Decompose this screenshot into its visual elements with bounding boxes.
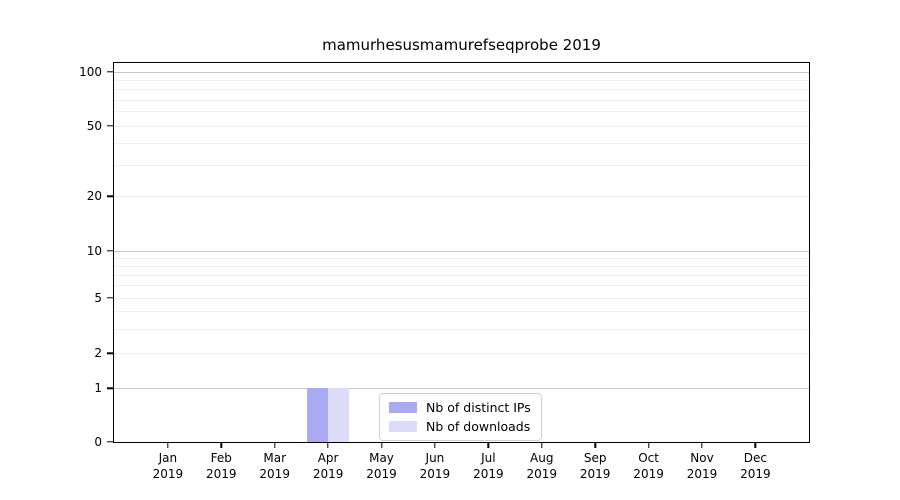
x-tick-label: Jun 2019 — [419, 451, 451, 481]
legend-swatch-distinct-ips — [389, 402, 417, 413]
y-tick-mark — [107, 250, 113, 252]
gridline-minor — [114, 99, 809, 101]
bar-downloads — [328, 388, 350, 442]
y-tick-mark — [107, 296, 113, 299]
y-tick-mark — [107, 195, 113, 198]
x-tick-label: Jul 2019 — [473, 451, 504, 481]
x-tick-mark — [594, 443, 596, 448]
x-tick-label: Dec 2019 — [740, 451, 771, 481]
gridline-major — [114, 388, 809, 390]
x-tick-mark — [327, 443, 329, 448]
gridline-minor — [114, 311, 809, 313]
x-tick-mark — [273, 443, 276, 448]
legend-label-distinct-ips: Nb of distinct IPs — [426, 400, 531, 415]
x-tick-mark — [487, 443, 490, 448]
x-tick-label: Feb 2019 — [205, 451, 237, 481]
x-tick-mark — [754, 443, 757, 448]
x-tick-mark — [167, 443, 169, 448]
x-tick-label: May 2019 — [366, 451, 397, 481]
legend-label-downloads: Nb of downloads — [426, 419, 531, 434]
x-tick-label: Jan 2019 — [152, 451, 184, 481]
y-tick-label: 50 — [86, 118, 102, 133]
y-tick-label: 10 — [86, 243, 102, 258]
y-tick-mark — [107, 441, 113, 443]
gridline-minor — [114, 274, 809, 276]
y-tick-label: 20 — [86, 189, 102, 204]
x-tick-mark — [541, 443, 543, 448]
y-tick-label: 0 — [94, 435, 102, 449]
gridline-minor — [114, 297, 809, 299]
x-tick-label: Sep 2019 — [579, 451, 611, 481]
x-tick-mark — [220, 443, 222, 448]
x-tick-label: Aug 2019 — [526, 451, 558, 481]
gridline-major — [114, 250, 809, 252]
gridline-minor — [114, 111, 809, 113]
gridline-minor — [114, 196, 809, 198]
chart-title: mamurhesusmamurefseqprobe 2019 — [322, 36, 601, 54]
gridline-minor — [114, 285, 809, 287]
x-tick-label: Apr 2019 — [312, 451, 344, 481]
y-tick-label: 1 — [94, 381, 102, 396]
x-tick-mark — [380, 443, 383, 448]
x-tick-label: Oct 2019 — [633, 451, 664, 481]
y-tick-label: 100 — [79, 65, 102, 80]
gridline-major — [114, 72, 809, 74]
gridline-minor — [114, 142, 809, 144]
y-tick-mark — [107, 352, 113, 355]
plot-area: 0 1 2 5 10 20 50 100 Jan 2019 Feb 2019 Mar 2019 Apr 20… — [79, 62, 810, 481]
legend-entry-downloads: Nb of downloads — [389, 419, 531, 434]
y-tick-label: 5 — [94, 290, 102, 305]
gridline-minor — [114, 328, 809, 330]
x-tick-label: Nov 2019 — [686, 451, 718, 481]
gridline-minor — [114, 265, 809, 267]
bar-distinct-ips — [306, 388, 329, 442]
legend-entry-distinct-ips: Nb of distinct IPs — [389, 400, 531, 415]
y-tick-mark — [107, 71, 113, 73]
y-tick-label: 2 — [94, 346, 102, 361]
y-tick-mark — [107, 124, 113, 127]
gridline-minor — [114, 125, 809, 127]
gridline-minor — [114, 258, 809, 260]
gridline-minor — [114, 80, 809, 82]
legend: Nb of distinct IPs Nb of downloads — [379, 393, 542, 441]
y-tick-mark — [107, 387, 113, 389]
x-tick-mark — [434, 443, 436, 448]
legend-swatch-downloads — [389, 421, 417, 432]
x-tick-mark — [647, 443, 650, 448]
gridline-minor — [114, 165, 809, 167]
gridline-minor — [114, 89, 809, 91]
x-tick-label: Mar 2019 — [259, 451, 290, 481]
gridline-minor — [114, 353, 809, 355]
x-tick-mark — [701, 443, 703, 448]
